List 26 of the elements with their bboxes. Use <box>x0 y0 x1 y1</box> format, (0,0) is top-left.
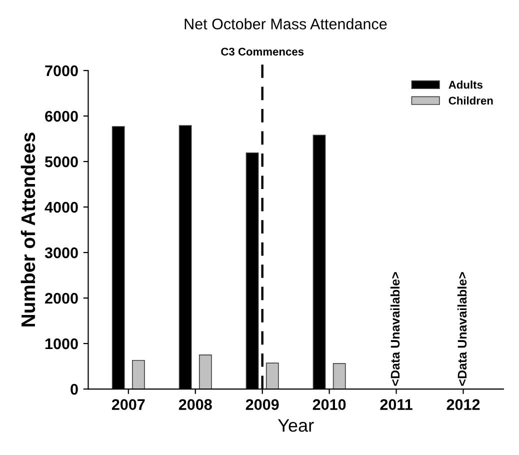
x-tick-label: 2007 <box>112 399 145 410</box>
y-tick-label: 6000 <box>45 110 78 122</box>
bar <box>332 363 346 390</box>
y-tick-label: 2000 <box>45 292 78 304</box>
bar <box>198 354 212 390</box>
y-tick-label: 3000 <box>44 247 78 258</box>
bar <box>132 360 145 390</box>
legend-label: Adults <box>448 80 482 89</box>
x-tick-label: 2010 <box>312 399 346 410</box>
x-tick-label: 2009 <box>246 399 279 410</box>
y-tick-label: 4000 <box>44 202 78 213</box>
x-tick-label: 2008 <box>178 399 212 410</box>
y-axis-title: Number of Attendees <box>20 132 36 326</box>
x-tick-label: 2011 <box>380 399 412 410</box>
x-axis-title: Year <box>278 419 314 432</box>
bar <box>266 362 279 390</box>
annotation: <Data Unavailable> <box>390 272 400 386</box>
chart-title: Net October Mass Attendance <box>184 18 387 30</box>
y-tick-label: 5000 <box>44 156 78 168</box>
annotation: <Data Unavailable> <box>457 272 467 386</box>
legend-label: Children <box>448 96 493 105</box>
y-tick-label: 7000 <box>45 65 78 76</box>
ref-line-label: C3 Commences <box>221 48 304 56</box>
y-tick-label: 1000 <box>45 338 78 350</box>
y-tick-label: 0 <box>70 384 78 395</box>
x-tick-label: 2012 <box>446 399 480 410</box>
